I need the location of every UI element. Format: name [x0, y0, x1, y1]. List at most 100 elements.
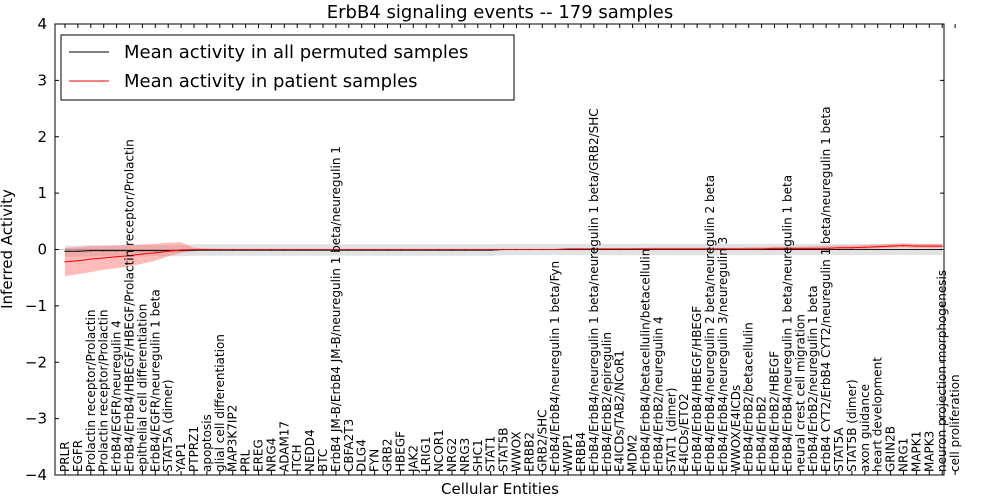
x-category-label: cell proliferation	[948, 374, 962, 472]
x-category-label: ErbB4/ErbB4/neuregulin 1 beta/neuregulin…	[587, 108, 601, 472]
legend-box	[60, 34, 515, 101]
x-category-label: ErbB4/ErbB2/HBEGF	[768, 351, 782, 472]
x-category-label: STAT5A	[832, 427, 846, 472]
data-point-s2-67	[928, 245, 930, 247]
data-point-s2-52	[735, 248, 737, 250]
x-category-label: PRL	[239, 449, 253, 472]
x-category-label: ErbB4 CYT2/ErbB4 CYT2/neuregulin 1 beta/…	[819, 106, 833, 472]
data-point-s2-68	[941, 245, 943, 247]
data-point-s2-5	[128, 255, 131, 257]
data-point-s2-50	[709, 248, 711, 250]
data-point-s1-6	[141, 250, 143, 252]
x-category-label: apoptosis	[200, 414, 214, 472]
data-point-s2-59	[825, 247, 827, 249]
x-category-label: WWOX	[510, 431, 524, 472]
y-tick-label: 4	[37, 15, 47, 33]
x-category-label: DLG4	[355, 439, 369, 472]
data-point-s2-65	[902, 245, 905, 247]
x-category-label: EREG	[252, 439, 266, 472]
x-category-label: ErbB4/ErbB4/neuregulin 1 beta/neuregulin…	[780, 175, 794, 472]
data-point-s2-53	[748, 248, 750, 250]
x-category-label: ErbB4/ErbB4/HBEGF/HBEGF	[690, 306, 704, 472]
x-category-label: CBFA2T3	[342, 419, 356, 472]
data-point-s2-47	[670, 248, 672, 250]
data-point-s2-45	[644, 248, 647, 250]
x-category-label: YAP1	[174, 443, 188, 473]
data-point-s2-41	[593, 248, 595, 250]
data-point-s2-43	[619, 248, 621, 250]
x-category-label: ERBB2	[522, 432, 536, 472]
y-tick-label: 2	[37, 128, 47, 146]
x-category-label: NRG2	[445, 438, 459, 472]
legend-label-patient: Mean activity in patient samples	[124, 71, 418, 92]
data-point-s2-56	[786, 247, 789, 249]
x-category-label: neuron projection morphogenesis	[935, 270, 949, 472]
data-point-s2-0	[64, 261, 66, 263]
x-category-label: ADAM17	[277, 421, 291, 472]
x-category-label: ErbB4/ErbB2	[755, 396, 769, 472]
data-point-s2-3	[103, 257, 105, 259]
x-category-label: heart development	[871, 357, 885, 472]
x-category-label: ErbB4/EGFR/neuregulin 1 beta	[148, 289, 162, 472]
x-category-label: ErbB4/ErbB4/neuregulin 2 beta/neuregulin…	[703, 175, 717, 472]
data-point-s2-49	[696, 248, 698, 250]
data-point-s2-46	[657, 248, 660, 250]
x-category-label: ErbB4/ErbB2/epiregulin	[600, 332, 614, 472]
x-category-label: FYN	[368, 449, 382, 472]
y-axis-label: Inferred Activity	[0, 189, 16, 309]
x-category-label: STAT5A (dimer)	[161, 379, 175, 472]
data-point-s2-42	[606, 248, 608, 250]
data-point-s2-1	[77, 260, 79, 262]
x-category-label: Prolactin receptor/Prolactin	[97, 310, 111, 472]
x-category-label: MAPK1	[909, 431, 923, 472]
x-category-label: ErbB4/ErbB4/HBEGF/HBEGF/Prolactin recept…	[123, 139, 137, 472]
x-category-label: NEDD4	[303, 429, 317, 472]
data-point-s2-62	[864, 246, 866, 248]
x-axis-label: Cellular Entities	[441, 480, 559, 498]
data-point-s2-4	[116, 256, 118, 258]
y-tick-label: −4	[25, 466, 47, 484]
data-point-s2-63	[877, 246, 879, 248]
x-category-label: WWOX/E4ICDs	[729, 385, 743, 472]
x-category-label: neural crest cell migration	[793, 314, 807, 472]
x-category-label: axon guidance	[858, 384, 872, 472]
data-point-s2-51	[722, 248, 724, 250]
x-category-label: ErbB4/ErbB4/neuregulin 1 beta/Fyn	[548, 261, 562, 472]
data-point-s1-4	[116, 250, 118, 252]
x-category-label: ErbB4/ErbB4/neuregulin 3/neuregulin 3	[716, 237, 730, 472]
x-category-label: E4ICDs/TAB2/NCoR1	[613, 350, 627, 472]
x-category-label: STAT1 (dimer)	[664, 388, 678, 472]
x-category-label: ITCH	[290, 444, 304, 472]
legend-label-permuted: Mean activity in all permuted samples	[124, 42, 468, 63]
x-category-label: MAPK3	[922, 431, 936, 472]
x-category-label: epithelial cell differentiation	[135, 304, 149, 472]
x-category-label: ErbB4/ErbB2/neuregulin 4	[651, 316, 665, 472]
y-tick-label: 3	[37, 71, 47, 89]
x-category-label: ErbB4/ErbB2/betacellulin	[742, 322, 756, 472]
y-tick-label: −2	[25, 353, 47, 371]
x-category-label: ErbB4/EGFR/neuregulin 4	[110, 320, 124, 472]
x-category-label: MAP3K7IP2	[226, 405, 240, 472]
x-category-label: ErbB4/ErbB2/neuregulin 1 beta	[806, 285, 820, 472]
data-point-s2-55	[773, 247, 776, 249]
x-category-label: NRG4	[264, 438, 278, 472]
x-category-label: GRIN2B	[884, 426, 898, 472]
x-category-label: EGFR	[71, 440, 85, 472]
x-category-label: STAT1	[484, 436, 498, 472]
data-point-s2-64	[890, 245, 892, 247]
x-category-label: STAT5B (dimer)	[845, 379, 859, 472]
x-category-label: Prolactin receptor/Prolactin	[84, 310, 98, 472]
legend: Mean activity in all permuted samples Me…	[60, 34, 515, 101]
x-category-label: glial cell differentiation	[213, 334, 227, 472]
x-category-label: STAT5B	[497, 428, 511, 473]
band-series-1	[65, 243, 943, 257]
data-point-s1-7	[154, 250, 156, 252]
x-category-label: ErbB4/ErbB4/betacellulin/betacellulin	[639, 249, 653, 472]
data-point-s2-57	[799, 247, 801, 249]
x-category-label: SHC1	[471, 439, 485, 472]
data-point-s1-5	[128, 250, 131, 252]
data-point-s2-40	[580, 248, 582, 250]
data-point-s2-48	[683, 248, 685, 250]
x-category-label: ERBB4	[574, 432, 588, 472]
